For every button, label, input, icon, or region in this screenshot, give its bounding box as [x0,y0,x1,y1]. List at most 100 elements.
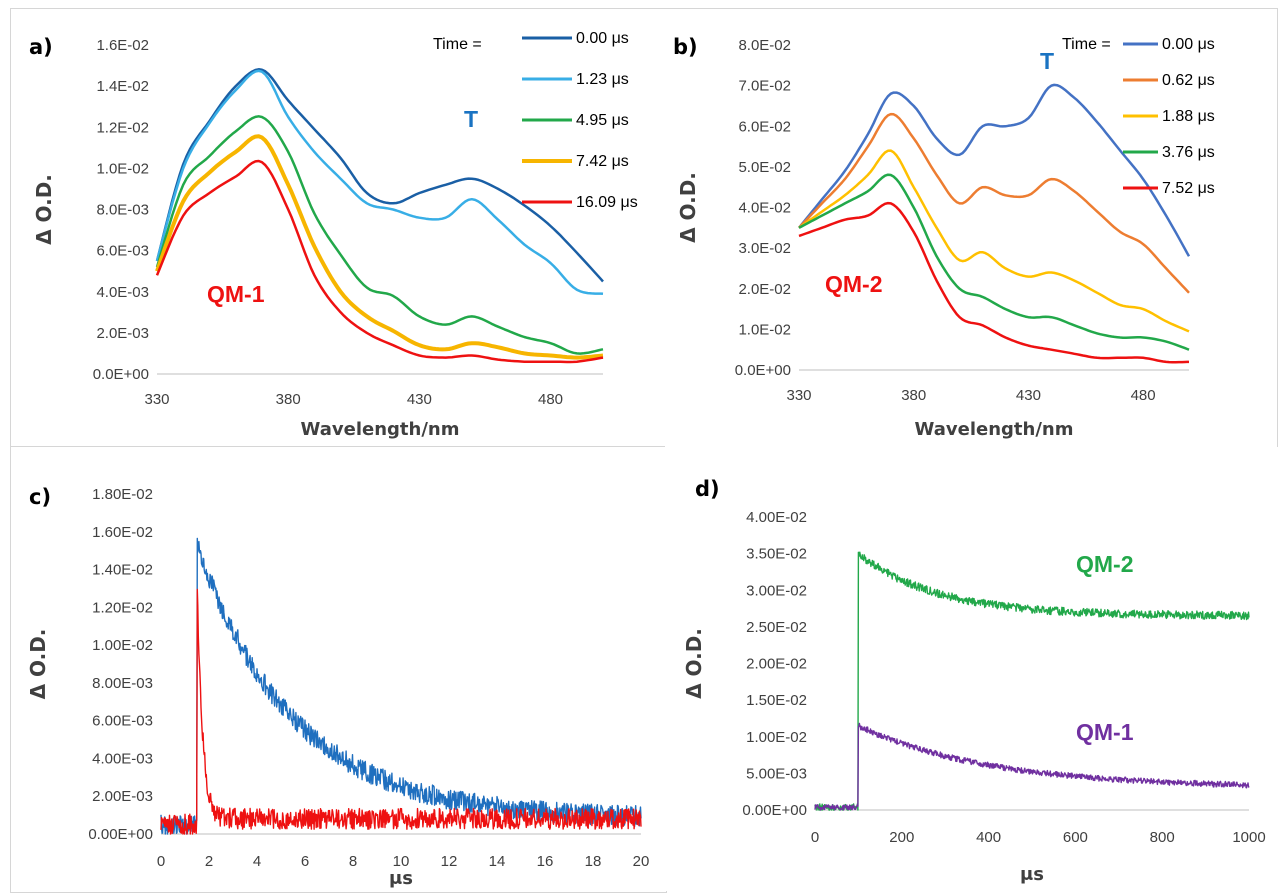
y-tick-label: 6.0E-02 [738,118,791,135]
x-tick-label: 2 [205,853,213,870]
x-tick-label: 0 [811,829,819,846]
y-tick-label: 1.0E-02 [96,160,149,177]
kinetic-trace-2 [160,588,642,835]
series-line-4 [798,173,1190,351]
annotation-1: QM-2 [1076,551,1134,577]
y-tick-label: 0.00E+00 [88,826,153,843]
y-axis-label: Δ O.D. [26,629,50,700]
annotation-2: QM-1 [1076,719,1134,745]
legend-label-3: 4.95 μs [576,112,629,129]
panel-d: 0.00E+00 5.00E-03 1.00E-02 1.50E-02 2.00E-02… [665,446,1277,891]
x-tick-label: 10 [393,853,410,870]
y-tick-label: 2.0E-02 [738,281,791,298]
panel-label: d) [695,477,720,501]
series-line-4 [155,134,604,360]
y-tick-label: 1.00E-02 [92,637,153,654]
series-line-5 [798,201,1189,364]
x-tick-label: 380 [901,387,926,404]
x-tick-label: 12 [441,853,458,870]
y-tick-label: 0.0E+00 [735,362,791,379]
annotation-1: T [1040,48,1054,74]
y-tick-label: 8.00E-03 [92,675,153,692]
panel-label: a) [29,35,53,59]
legend-label-2: 1.23 μs [576,71,629,88]
annotation-2: QM-1 [207,281,265,307]
y-tick-label: 8.0E-03 [96,202,149,219]
y-axis-label: Δ O.D. [682,628,706,699]
y-tick-label: 5.0E-02 [738,159,791,176]
y-tick-label: 6.0E-03 [96,243,149,260]
legend-title: Time = [1062,36,1111,53]
series-line-3 [798,149,1190,333]
y-tick-label: 2.50E-02 [746,619,807,636]
y-tick-label: 4.00E-03 [92,750,153,767]
x-tick-label: 430 [1016,387,1041,404]
y-tick-label: 4.0E-02 [738,200,791,217]
y-tick-label: 1.0E-02 [738,321,791,338]
kinetic-trace-1 [160,537,642,835]
y-tick-label: 6.00E-03 [92,713,153,730]
y-tick-label: 1.40E-02 [92,562,153,579]
x-axis-label: Wavelength/nm [301,419,460,440]
x-axis-label: Wavelength/nm [915,419,1074,440]
series-line-1 [155,68,604,283]
y-tick-label: 8.0E-02 [738,37,791,54]
x-tick-label: 18 [585,853,602,870]
series-line-2 [798,112,1190,294]
y-axis-label: Δ O.D. [32,174,56,245]
y-axis-label: Δ O.D. [676,172,700,243]
y-tick-label: 2.00E-03 [92,788,153,805]
x-axis-label: μs [1020,864,1044,885]
x-tick-label: 480 [538,391,563,408]
x-tick-label: 330 [144,391,169,408]
x-tick-label: 0 [157,853,165,870]
panel-label: b) [673,35,698,59]
x-tick-label: 400 [976,829,1001,846]
x-tick-label: 1000 [1232,829,1265,846]
x-tick-label: 430 [407,391,432,408]
y-tick-label: 1.4E-02 [96,78,149,95]
series-line-5 [155,159,604,364]
legend-label-5: 7.52 μs [1162,180,1215,197]
x-tick-label: 800 [1150,829,1175,846]
legend-label-3: 1.88 μs [1162,108,1215,125]
kinetic-trace-2 [814,722,1250,811]
x-tick-label: 480 [1131,387,1156,404]
y-tick-label: 3.50E-02 [746,546,807,563]
y-tick-label: 4.00E-02 [746,509,807,526]
y-tick-label: 0.00E+00 [742,802,807,819]
panel-c: 0.00E+00 2.00E-03 4.00E-03 6.00E-03 8.00E-03… [10,446,667,893]
series-line-2 [155,69,604,296]
legend-label-5: 16.09 μs [576,194,638,211]
annotation-2: QM-2 [825,271,883,297]
kinetic-trace-1 [814,551,1250,811]
y-tick-label: 1.80E-02 [92,486,153,503]
x-tick-label: 600 [1063,829,1088,846]
y-tick-label: 0.0E+00 [93,366,149,383]
x-tick-label: 6 [301,853,309,870]
x-tick-label: 200 [889,829,914,846]
series-line-1 [798,83,1191,257]
x-axis-label: μs [389,868,413,889]
panel-b: 0.0E+00 1.0E-02 2.0E-02 3.0E-02 4.0E-02 5.0E-… [665,8,1278,447]
series-line-3 [155,115,604,355]
x-tick-label: 4 [253,853,261,870]
legend-label-4: 7.42 μs [576,153,629,170]
x-tick-label: 330 [786,387,811,404]
y-tick-label: 2.0E-03 [96,325,149,342]
y-tick-label: 1.2E-02 [96,119,149,136]
chart-c: 0.00E+00 2.00E-03 4.00E-03 6.00E-03 8.00E-03… [26,485,650,889]
legend-label-1: 0.00 μs [1162,36,1215,53]
y-tick-label: 1.00E-02 [746,729,807,746]
y-tick-label: 1.60E-02 [92,524,153,541]
y-tick-label: 1.20E-02 [92,599,153,616]
legend-title: Time = [433,36,482,53]
legend-label-4: 3.76 μs [1162,144,1215,161]
x-tick-label: 8 [349,853,357,870]
y-tick-label: 3.0E-02 [738,240,791,257]
y-tick-label: 7.0E-02 [738,78,791,95]
x-tick-label: 14 [489,853,506,870]
y-tick-label: 4.0E-03 [96,284,149,301]
y-tick-label: 3.00E-02 [746,582,807,599]
x-tick-label: 20 [633,853,650,870]
